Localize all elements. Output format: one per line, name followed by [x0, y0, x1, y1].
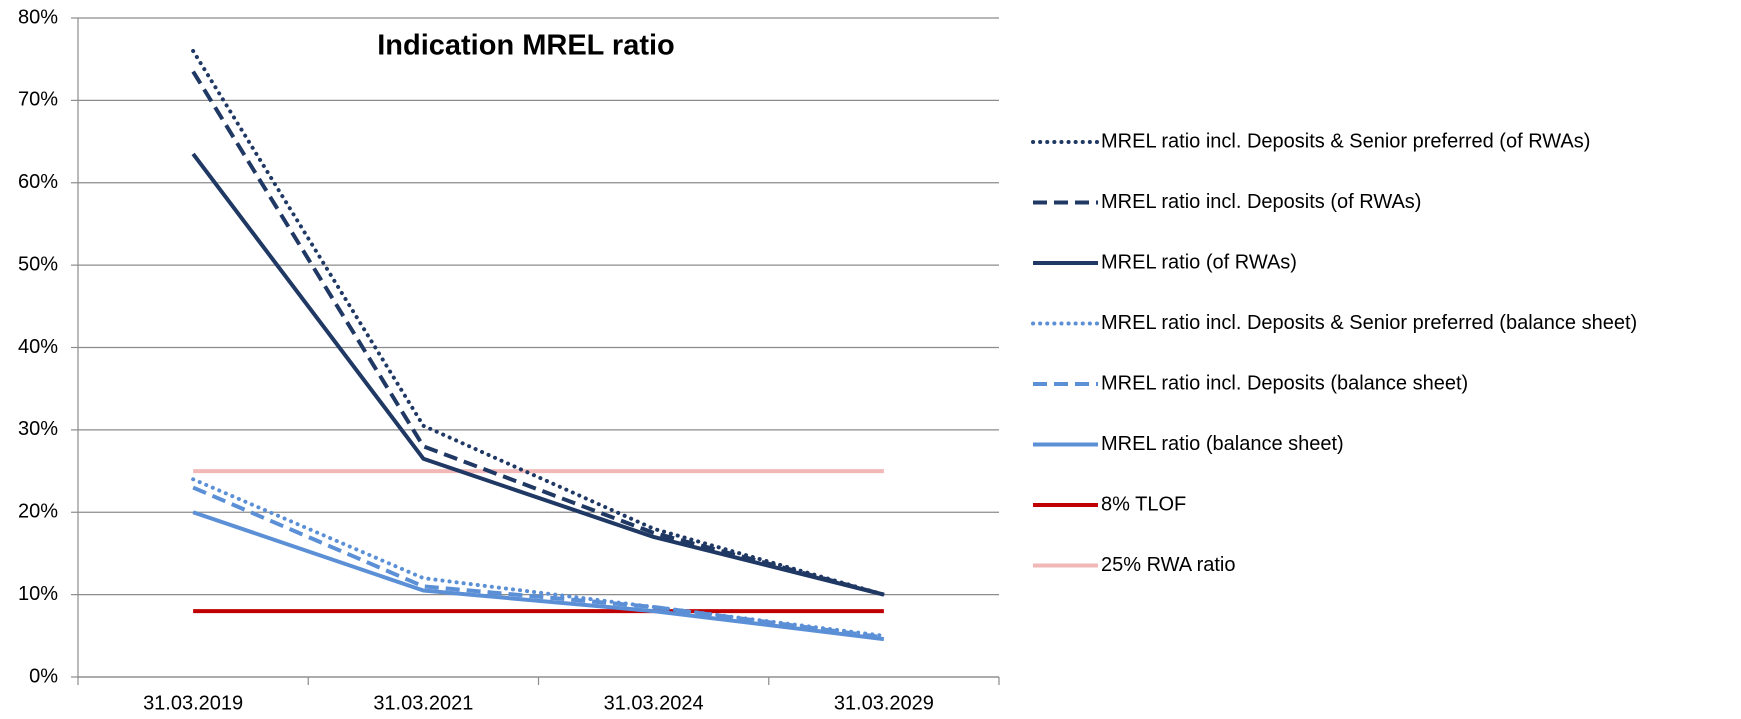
y-tick-label: 30% — [18, 418, 58, 440]
y-tick-label: 0% — [29, 665, 58, 687]
x-tick-label: 31.03.2021 — [373, 692, 473, 714]
legend-label: MREL ratio (balance sheet) — [1101, 433, 1344, 455]
series-line — [191, 48, 886, 597]
series-line — [192, 510, 885, 642]
legend-label: MREL ratio (of RWAs) — [1101, 251, 1297, 273]
y-tick-label: 50% — [18, 253, 58, 275]
legend-label: 25% RWA ratio — [1101, 554, 1236, 576]
series-line — [192, 485, 885, 640]
y-tick-label: 80% — [18, 6, 58, 28]
legend-label: MREL ratio incl. Deposits (of RWAs) — [1101, 191, 1421, 213]
series-line — [191, 70, 885, 597]
y-tick-label: 10% — [18, 583, 58, 605]
chart-title: Indication MREL ratio — [377, 30, 675, 62]
x-tick-label: 31.03.2024 — [604, 692, 704, 714]
x-tick-label: 31.03.2029 — [834, 692, 934, 714]
y-tick-label: 20% — [18, 501, 58, 523]
y-tick-label: 60% — [18, 171, 58, 193]
x-tick-label: 31.03.2019 — [143, 692, 243, 714]
legend-label: MREL ratio incl. Deposits & Senior prefe… — [1101, 312, 1637, 334]
legend-label: 8% TLOF — [1101, 493, 1186, 515]
y-tick-label: 70% — [18, 89, 58, 111]
legend-label: MREL ratio incl. Deposits (balance sheet… — [1101, 372, 1468, 394]
legend-label: MREL ratio incl. Deposits & Senior prefe… — [1101, 130, 1590, 152]
y-tick-label: 40% — [18, 336, 58, 358]
